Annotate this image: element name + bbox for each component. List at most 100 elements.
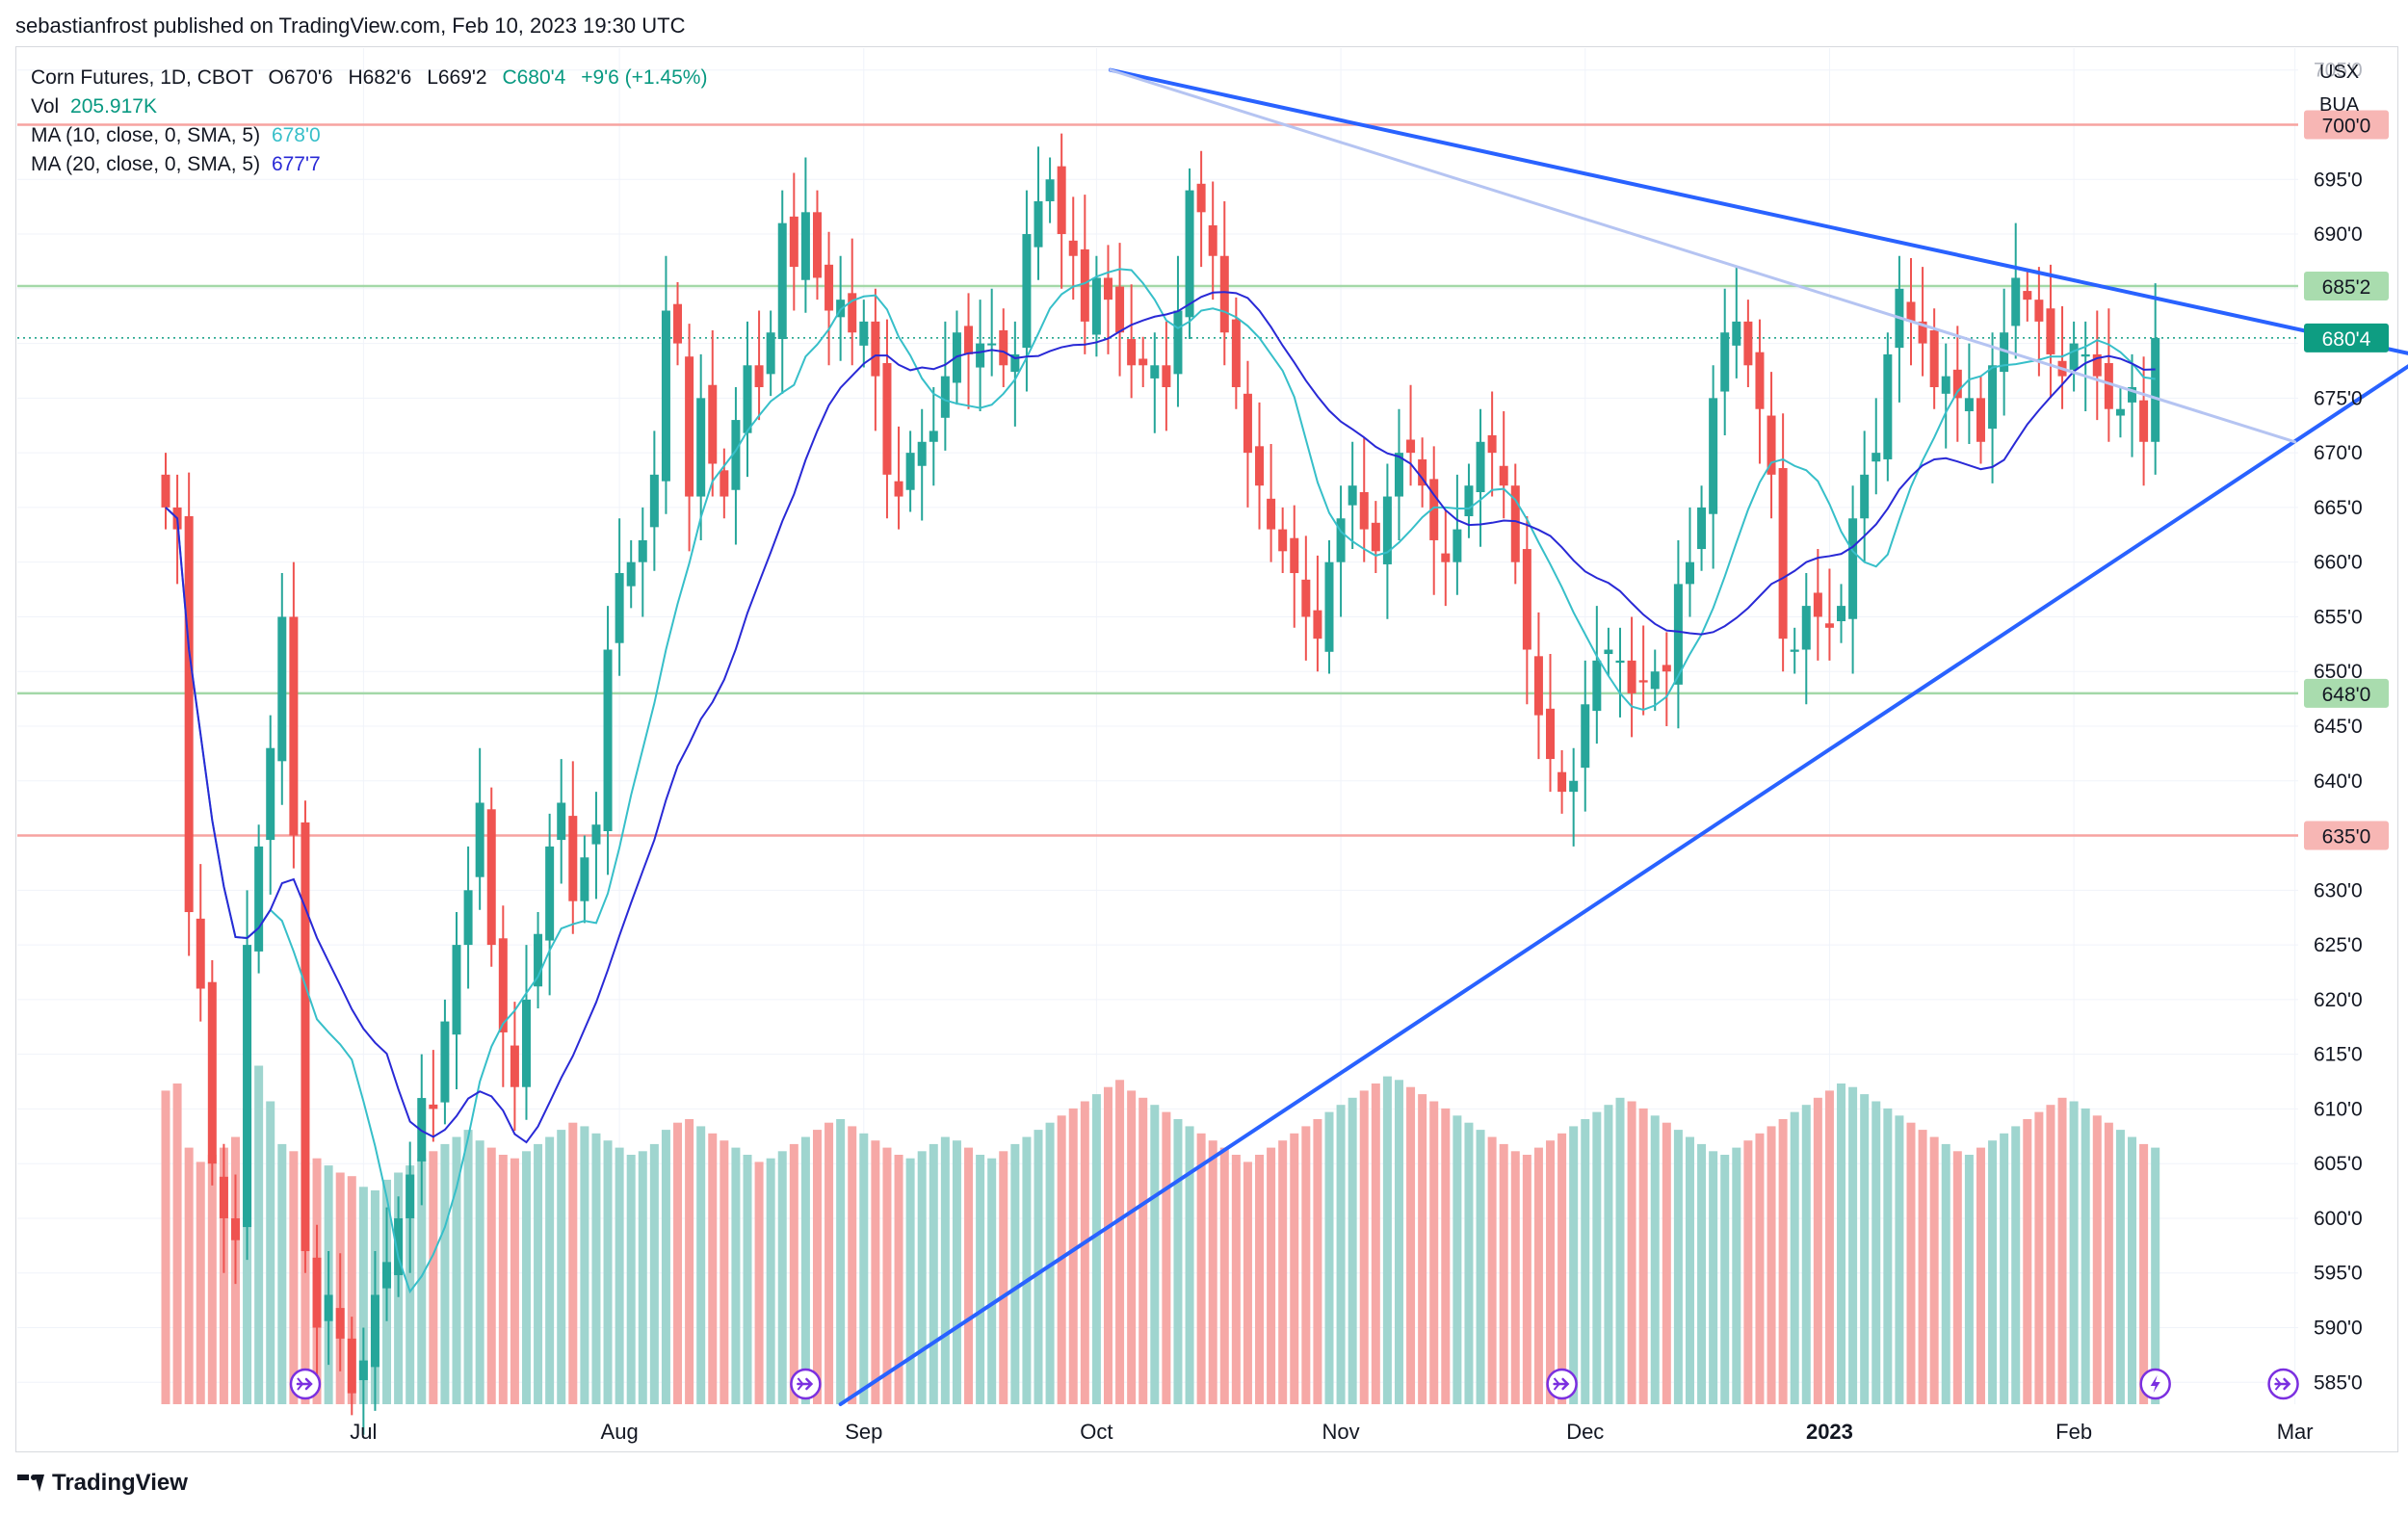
volume-bar[interactable] [1313, 1119, 1322, 1404]
currency-unit[interactable]: USX BUA [2319, 56, 2359, 121]
volume-bar[interactable] [452, 1136, 461, 1405]
candle[interactable] [1976, 398, 1985, 442]
volume-bar[interactable] [1394, 1080, 1403, 1404]
volume-bar[interactable] [976, 1155, 985, 1404]
candle[interactable] [1906, 301, 1916, 322]
candle[interactable] [976, 343, 985, 368]
volume-bar[interactable] [2034, 1111, 2044, 1404]
volume-bar[interactable] [1359, 1090, 1369, 1404]
volume-bar[interactable] [1976, 1147, 1985, 1404]
volume-bar[interactable] [871, 1140, 880, 1404]
volume-bar[interactable] [789, 1143, 798, 1404]
candle[interactable] [1627, 660, 1636, 693]
candle[interactable] [894, 481, 903, 497]
candle[interactable] [848, 293, 857, 333]
volume-bar[interactable] [301, 1162, 310, 1404]
volume-bar[interactable] [1673, 1130, 1683, 1404]
volume-bar[interactable] [2046, 1105, 2055, 1404]
candle[interactable] [789, 216, 798, 268]
volume-bar[interactable] [1569, 1126, 1579, 1404]
candle[interactable] [1952, 369, 1962, 399]
candle[interactable] [568, 816, 578, 901]
volume-bar[interactable] [1906, 1122, 1916, 1404]
volume-bar[interactable] [2000, 1133, 2009, 1404]
candle[interactable] [1604, 649, 1613, 655]
candle[interactable] [824, 264, 834, 311]
volume-bar[interactable] [2092, 1115, 2102, 1404]
volume-bar[interactable] [917, 1151, 927, 1404]
volume-bar[interactable] [1720, 1155, 1730, 1404]
candle[interactable] [440, 1021, 450, 1103]
candle[interactable] [1441, 553, 1451, 562]
candle[interactable] [463, 890, 473, 946]
candle[interactable] [1324, 561, 1334, 652]
volume-bar[interactable] [836, 1119, 846, 1404]
candle[interactable] [638, 539, 647, 562]
candle[interactable] [1778, 468, 1788, 640]
candle[interactable] [1196, 183, 1206, 213]
volume-bar[interactable] [406, 1165, 415, 1404]
candle[interactable] [219, 1176, 228, 1218]
symbol-label[interactable]: Corn Futures, 1D, CBOT [31, 66, 253, 89]
candle[interactable] [498, 938, 508, 1032]
candle[interactable] [1569, 780, 1579, 793]
level-badge[interactable] [2304, 821, 2389, 850]
candle[interactable] [521, 999, 531, 1087]
volume-bar[interactable] [534, 1143, 543, 1404]
candle[interactable] [1801, 606, 1811, 650]
candle[interactable] [929, 431, 938, 442]
volume-bar[interactable] [1615, 1097, 1625, 1404]
volume-bar[interactable] [1208, 1140, 1217, 1404]
candle[interactable] [1267, 498, 1276, 530]
volume-bar[interactable] [1103, 1086, 1112, 1404]
volume-bar[interactable] [1219, 1147, 1229, 1404]
volume-bar[interactable] [2057, 1097, 2067, 1404]
volume-bar[interactable] [1638, 1108, 1648, 1404]
candle[interactable] [196, 918, 205, 989]
volume-bar[interactable] [720, 1140, 729, 1404]
volume-bar[interactable] [1743, 1140, 1753, 1404]
volume-bar[interactable] [580, 1126, 589, 1404]
volume-bar[interactable] [894, 1155, 903, 1404]
volume-bar[interactable] [1837, 1083, 1846, 1404]
candle[interactable] [161, 474, 170, 508]
volume-bar[interactable] [800, 1136, 810, 1405]
candle[interactable] [1883, 353, 1893, 459]
candle[interactable] [1371, 522, 1380, 552]
volume-bar[interactable] [429, 1151, 438, 1404]
ma20-line[interactable] [165, 291, 2156, 1144]
candle[interactable] [289, 616, 299, 836]
candle[interactable] [277, 616, 287, 762]
candle[interactable] [1522, 549, 1531, 650]
candle[interactable] [777, 222, 787, 340]
candle[interactable] [1150, 365, 1160, 378]
volume-bar[interactable] [882, 1147, 892, 1404]
candle[interactable] [743, 365, 752, 433]
candle[interactable] [1487, 434, 1497, 454]
volume-bar[interactable] [1278, 1140, 1288, 1404]
volume-bar[interactable] [696, 1126, 706, 1404]
candle[interactable] [603, 649, 613, 832]
volume-bar[interactable] [521, 1151, 531, 1404]
candle[interactable] [591, 824, 601, 845]
trendline-3[interactable] [1109, 68, 2297, 444]
candle[interactable] [1533, 656, 1543, 716]
volume-bar[interactable] [1127, 1090, 1137, 1404]
candle[interactable] [1510, 485, 1520, 562]
ma10-label[interactable]: MA (10, close, 0, SMA, 5) [31, 124, 261, 146]
candle[interactable] [1255, 446, 1265, 486]
candle[interactable] [1185, 190, 1194, 318]
volume-bar[interactable] [1010, 1143, 1020, 1404]
volume-bar[interactable] [1510, 1151, 1520, 1404]
volume-bar[interactable] [1068, 1108, 1078, 1404]
volume-bar[interactable] [999, 1151, 1008, 1404]
volume-bar[interactable] [1139, 1097, 1148, 1404]
volume-bar[interactable] [358, 1187, 368, 1404]
volume-bar[interactable] [649, 1143, 659, 1404]
volume-bar[interactable] [463, 1130, 473, 1404]
candle[interactable] [1219, 255, 1229, 333]
candle[interactable] [2011, 277, 2021, 326]
candle[interactable] [1476, 441, 1485, 493]
volume-bar[interactable] [568, 1122, 578, 1404]
